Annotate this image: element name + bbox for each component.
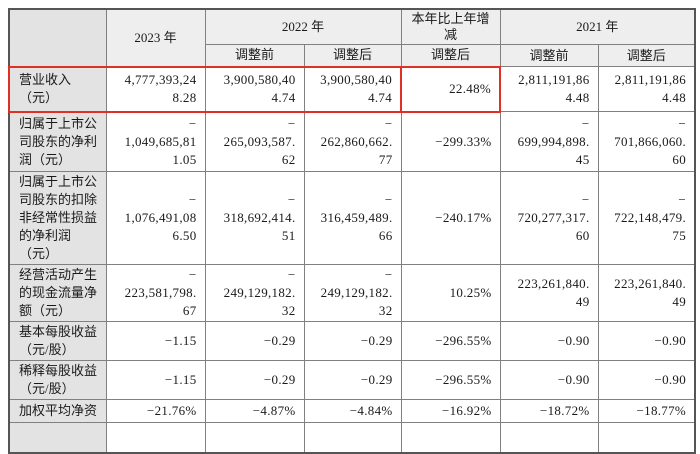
cell-2022-before: 3,900,580,40 4.74 (204, 65, 305, 113)
cell-2022-before: −4.87% (204, 399, 305, 423)
cell-change: −240.17% (400, 171, 501, 265)
cell-2022-before: − 249,129,182. 32 (204, 264, 305, 322)
financial-summary-table: 2023 年 2022 年 本年比上年增 减 2021 年 调整前 调整后 调整… (8, 8, 697, 454)
cell-change: −296.55% (400, 321, 501, 361)
cell-2022-after: −0.29 (303, 360, 402, 400)
cell-2022-before: − 318,692,414. 51 (204, 171, 305, 265)
cell-2021-before: −18.72% (499, 399, 599, 423)
cell-change: 22.48% (400, 65, 502, 113)
cell-2023: −21.76% (105, 399, 206, 423)
row-basic-eps: 基本每股收益 （元/股） −1.15 −0.29 −0.29 −296.55% … (8, 321, 696, 361)
cell-2022-after: −4.84% (303, 399, 402, 423)
cell-2022-before: −0.29 (204, 321, 305, 361)
row-diluted-eps: 稀释每股收益 （元/股） −1.15 −0.29 −0.29 −296.55% … (8, 360, 696, 400)
row-label-weighted-average-roe: 加权平均净资 (8, 399, 107, 423)
header-2022: 2022 年 (204, 8, 402, 45)
row-label-diluted-eps: 稀释每股收益 （元/股） (8, 360, 107, 400)
row-label-revenue: 营业收入 （元） (8, 65, 107, 113)
cell-2021-before: − 720,277,317. 60 (499, 171, 599, 265)
header-blank-corner (8, 8, 107, 67)
row-weighted-average-roe: 加权平均净资 −21.76% −4.87% −4.84% −16.92% −18… (8, 399, 696, 423)
row-partial-cutoff (8, 422, 696, 453)
row-label-partial (8, 422, 107, 453)
cell-2023: − 223,581,798. 67 (105, 264, 206, 322)
subheader-2021-before: 调整前 (499, 44, 599, 67)
row-label-net-profit: 归属于上市公 司股东的净利 润（元） (8, 111, 107, 172)
cell-2022-before: −0.29 (204, 360, 305, 400)
cell-2021-after: 2,811,191,86 4.48 (597, 66, 696, 112)
cell-2021-after: − 701,866,060. 60 (597, 111, 696, 172)
header-row-adjustments: 调整前 调整后 调整后 调整前 调整后 (9, 44, 696, 67)
subheader-2022-after: 调整后 (303, 44, 402, 67)
row-label-basic-eps: 基本每股收益 （元/股） (8, 321, 107, 361)
cell-2023: −1.15 (105, 360, 206, 400)
cell-2023: − 1,049,685,81 1.05 (105, 111, 206, 172)
cell-2022-after: − 249,129,182. 32 (303, 264, 402, 322)
header-change-yoy: 本年比上年增 减 (400, 8, 501, 45)
cell-2021-after: 223,261,840. 49 (597, 264, 696, 322)
cell-2021-after: − 722,148,479. 75 (597, 171, 696, 265)
cell-2023: − 1,076,491,08 6.50 (105, 171, 206, 265)
header-2023: 2023 年 (105, 8, 206, 67)
key-accounting-data-table: 2023 年 2022 年 本年比上年增 减 2021 年 调整前 调整后 调整… (8, 8, 697, 454)
cell-2021-before: 223,261,840. 49 (499, 264, 599, 322)
cell-2021-before: −0.90 (499, 360, 599, 400)
row-label-operating-cash-flow: 经营活动产生 的现金流量净 额（元） (8, 264, 107, 322)
row-label-deducted-net-profit: 归属于上市公 司股东的扣除 非经常性损益 的净利润 （元） (8, 171, 107, 265)
subheader-2021-after: 调整后 (597, 44, 696, 67)
cell-change: 10.25% (400, 264, 501, 322)
header-2021: 2021 年 (499, 8, 696, 45)
subheader-change-after: 调整后 (400, 44, 501, 67)
cell-change: −299.33% (400, 111, 501, 172)
cell-2022-after: −0.29 (303, 321, 402, 361)
cell-2021-before: − 699,994,898. 45 (499, 111, 599, 172)
cell-2021-after: −0.90 (597, 321, 696, 361)
row-operating-cash-flow: 经营活动产生 的现金流量净 额（元） − 223,581,798. 67 − 2… (8, 264, 696, 322)
cell-2022-before: − 265,093,587. 62 (204, 111, 305, 172)
cell-2022-after: − 316,459,489. 66 (303, 171, 402, 265)
cell-2023: −1.15 (105, 321, 206, 361)
subheader-2022-before: 调整前 (204, 44, 305, 67)
cell-2023: 4,777,393,24 8.28 (105, 65, 206, 113)
cell-change: −296.55% (400, 360, 501, 400)
header-row-years: 2023 年 2022 年 本年比上年增 减 2021 年 (8, 8, 696, 67)
cell-2021-after: −18.77% (597, 399, 696, 423)
cell-change: −16.92% (400, 399, 501, 423)
cell-2021-before: −0.90 (499, 321, 599, 361)
cell-2021-before: 2,811,191,86 4.48 (499, 66, 599, 112)
cell-2022-after: 3,900,580,40 4.74 (303, 65, 403, 113)
row-deducted-net-profit: 归属于上市公 司股东的扣除 非经常性损益 的净利润 （元） − 1,076,49… (8, 171, 696, 265)
highlighted-row-revenue: 营业收入 （元） 4,777,393,24 8.28 3,900,580,40 … (8, 65, 696, 113)
cell-2022-after: − 262,860,662. 77 (303, 111, 402, 172)
cell-2021-after: −0.90 (597, 360, 696, 400)
row-net-profit: 归属于上市公 司股东的净利 润（元） − 1,049,685,81 1.05 −… (8, 111, 696, 172)
